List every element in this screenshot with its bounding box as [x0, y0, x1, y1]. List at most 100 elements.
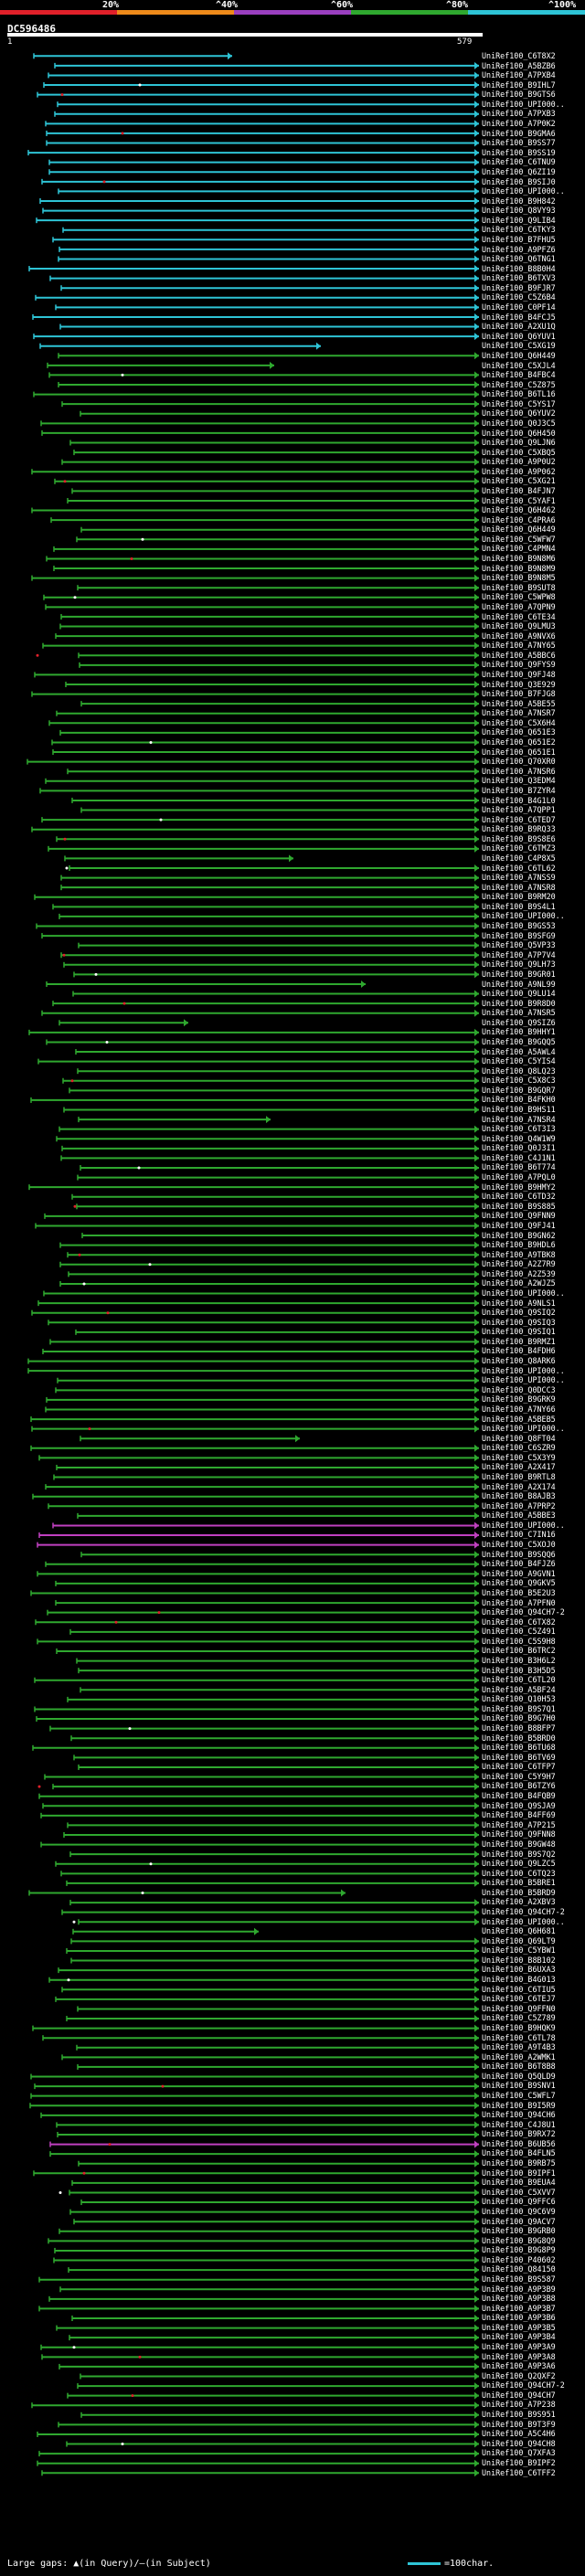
- hit-label[interactable]: UniRef100_C5YS17: [482, 398, 556, 408]
- hit-label[interactable]: UniRef100_UPI000..: [482, 1424, 565, 1434]
- hit-label[interactable]: UniRef100_B6T8B8: [482, 2062, 556, 2072]
- hit-label[interactable]: UniRef100_Q94CH7-2: [482, 1907, 565, 1916]
- hit-label[interactable]: UniRef100_Q5QLD9: [482, 2071, 556, 2081]
- hit-label[interactable]: UniRef100_Q9FFC6: [482, 2197, 556, 2207]
- hit-label[interactable]: UniRef100_B4FQB9: [482, 1791, 556, 1801]
- hit-label[interactable]: UniRef100_Q8VY93: [482, 206, 556, 216]
- hit-label[interactable]: UniRef100_Q2QXF2: [482, 2370, 556, 2380]
- hit-label[interactable]: UniRef100_A2WJZ5: [482, 1278, 556, 1288]
- hit-label[interactable]: UniRef100_A2Z7R9: [482, 1259, 556, 1269]
- hit-label[interactable]: UniRef100_C5WFW7: [482, 534, 556, 544]
- hit-label[interactable]: UniRef100_C6TMZ3: [482, 843, 556, 853]
- hit-label[interactable]: UniRef100_B4FJZ6: [482, 1559, 556, 1569]
- hit-label[interactable]: UniRef100_B9RX72: [482, 2129, 556, 2139]
- hit-label[interactable]: UniRef100_B9GQR7: [482, 1085, 556, 1095]
- hit-label[interactable]: UniRef100_C5WFL7: [482, 2090, 556, 2100]
- hit-label[interactable]: UniRef100_B6T774: [482, 1162, 556, 1172]
- hit-label[interactable]: UniRef100_A7QPP1: [482, 805, 556, 815]
- hit-label[interactable]: UniRef100_C5XG21: [482, 476, 556, 486]
- hit-label[interactable]: UniRef100_A7PRP2: [482, 1500, 556, 1511]
- hit-label[interactable]: UniRef100_C4J8U1: [482, 2119, 556, 2129]
- hit-label[interactable]: UniRef100_B9G7H0: [482, 1713, 556, 1723]
- hit-label[interactable]: UniRef100_Q9LH73: [482, 959, 556, 970]
- hit-label[interactable]: UniRef100_B9SNV1: [482, 2081, 556, 2091]
- hit-label[interactable]: UniRef100_Q9SJA9: [482, 1800, 556, 1810]
- hit-label[interactable]: UniRef100_B9SS77: [482, 138, 556, 148]
- hit-label[interactable]: UniRef100_B9S951: [482, 2410, 556, 2420]
- hit-label[interactable]: UniRef100_Q6YUV2: [482, 408, 556, 419]
- hit-label[interactable]: UniRef100_B9GMA6: [482, 128, 556, 138]
- hit-label[interactable]: UniRef100_C4PRA6: [482, 514, 556, 525]
- hit-label[interactable]: UniRef100_Q6TNG1: [482, 254, 556, 264]
- hit-label[interactable]: UniRef100_A2Z539: [482, 1268, 556, 1278]
- hit-label[interactable]: UniRef100_B8BFP7: [482, 1723, 556, 1733]
- hit-label[interactable]: UniRef100_B4FBC4: [482, 370, 556, 380]
- hit-label[interactable]: UniRef100_C6TL20: [482, 1675, 556, 1685]
- hit-label[interactable]: UniRef100_C5X6H4: [482, 717, 556, 727]
- hit-label[interactable]: UniRef100_Q6H681: [482, 1926, 556, 1936]
- hit-label[interactable]: UniRef100_B9IHL7: [482, 80, 556, 90]
- hit-label[interactable]: UniRef100_Q6H450: [482, 428, 556, 438]
- hit-label[interactable]: UniRef100_C6TNU9: [482, 157, 556, 167]
- hit-label[interactable]: UniRef100_Q6H462: [482, 505, 556, 515]
- hit-label[interactable]: UniRef100_A7P0K2: [482, 119, 556, 129]
- hit-label[interactable]: UniRef100_C6SZR9: [482, 1443, 556, 1453]
- hit-label[interactable]: UniRef100_A5BZB6: [482, 60, 556, 70]
- hit-label[interactable]: UniRef100_A9P3A6: [482, 2361, 556, 2371]
- hit-label[interactable]: UniRef100_A9P3A8: [482, 2351, 556, 2361]
- hit-label[interactable]: UniRef100_B9HDL6: [482, 1240, 556, 1250]
- hit-label[interactable]: UniRef100_UPI000..: [482, 186, 565, 196]
- hit-label[interactable]: UniRef100_A9P3B4: [482, 2332, 556, 2342]
- hit-label[interactable]: UniRef100_B4FF69: [482, 1810, 556, 1820]
- hit-label[interactable]: UniRef100_C7IN16: [482, 1530, 556, 1540]
- hit-label[interactable]: UniRef100_A2X417: [482, 1462, 556, 1472]
- hit-label[interactable]: UniRef100_Q9FYS9: [482, 660, 556, 670]
- hit-label[interactable]: UniRef100_Q3EDM4: [482, 776, 556, 786]
- hit-label[interactable]: UniRef100_Q7XFA3: [482, 2448, 556, 2458]
- hit-label[interactable]: UniRef100_B9S7Q2: [482, 1849, 556, 1859]
- hit-label[interactable]: UniRef100_B9N8M5: [482, 573, 556, 583]
- hit-label[interactable]: UniRef100_B9FJR7: [482, 282, 556, 292]
- hit-label[interactable]: UniRef100_A7NSS9: [482, 873, 556, 883]
- hit-label[interactable]: UniRef100_Q0DCC3: [482, 1384, 556, 1394]
- hit-label[interactable]: UniRef100_B9GRK9: [482, 1394, 556, 1405]
- hit-label[interactable]: UniRef100_A5BBC6: [482, 650, 556, 660]
- hit-label[interactable]: UniRef100_Q9C6V9: [482, 2206, 556, 2216]
- hit-label[interactable]: UniRef100_Q9SIQ1: [482, 1327, 556, 1337]
- hit-label[interactable]: UniRef100_C5XBQ5: [482, 447, 556, 457]
- hit-label[interactable]: UniRef100_A9P3B7: [482, 2303, 556, 2313]
- hit-label[interactable]: UniRef100_A7NSR7: [482, 708, 556, 718]
- hit-label[interactable]: UniRef100_B9GN62: [482, 1230, 556, 1240]
- hit-label[interactable]: UniRef100_B9HHY1: [482, 1027, 556, 1037]
- hit-label[interactable]: UniRef100_B9R8D0: [482, 998, 556, 1008]
- hit-label[interactable]: UniRef100_C5Z491: [482, 1627, 556, 1637]
- hit-label[interactable]: UniRef100_A2X174: [482, 1481, 556, 1491]
- hit-label[interactable]: UniRef100_UPI000..: [482, 99, 565, 109]
- hit-label[interactable]: UniRef100_B9RMZ1: [482, 1336, 556, 1346]
- hit-label[interactable]: UniRef100_B9GR01: [482, 969, 556, 979]
- hit-label[interactable]: UniRef100_C6TFP7: [482, 1762, 556, 1772]
- hit-label[interactable]: UniRef100_B9RM20: [482, 892, 556, 902]
- hit-label[interactable]: UniRef100_Q9FJ48: [482, 670, 556, 679]
- hit-label[interactable]: UniRef100_UPI000..: [482, 1365, 565, 1375]
- hit-label[interactable]: UniRef100_B9GW48: [482, 1839, 556, 1849]
- hit-label[interactable]: UniRef100_B4FLN5: [482, 2148, 556, 2158]
- hit-label[interactable]: UniRef100_Q94CH7-2: [482, 2380, 565, 2390]
- hit-label[interactable]: UniRef100_B6UXA3: [482, 1965, 556, 1975]
- hit-label[interactable]: UniRef100_B9HQK9: [482, 2022, 556, 2032]
- hit-label[interactable]: UniRef100_B7FHU5: [482, 234, 556, 244]
- hit-label[interactable]: UniRef100_Q9FJ41: [482, 1220, 556, 1230]
- hit-label[interactable]: UniRef100_A5BEB5: [482, 1414, 556, 1424]
- hit-label[interactable]: UniRef100_Q6ZI19: [482, 166, 556, 176]
- hit-label[interactable]: UniRef100_A9P3B8: [482, 2294, 556, 2304]
- hit-label[interactable]: UniRef100_Q84150: [482, 2264, 556, 2274]
- hit-label[interactable]: UniRef100_A5BF24: [482, 1684, 556, 1694]
- hit-label[interactable]: UniRef100_B5BRE1: [482, 1878, 556, 1888]
- hit-label[interactable]: UniRef100_B9RQ33: [482, 824, 556, 834]
- hit-label[interactable]: UniRef100_P40602: [482, 2254, 556, 2264]
- hit-label[interactable]: UniRef100_B8B102: [482, 1955, 556, 1965]
- hit-label[interactable]: UniRef100_Q94CH7-2: [482, 1607, 565, 1617]
- hit-label[interactable]: UniRef100_A7PFN0: [482, 1597, 556, 1607]
- hit-label[interactable]: UniRef100_A7PXB3: [482, 109, 556, 119]
- hit-label[interactable]: UniRef100_C5X8C3: [482, 1076, 556, 1086]
